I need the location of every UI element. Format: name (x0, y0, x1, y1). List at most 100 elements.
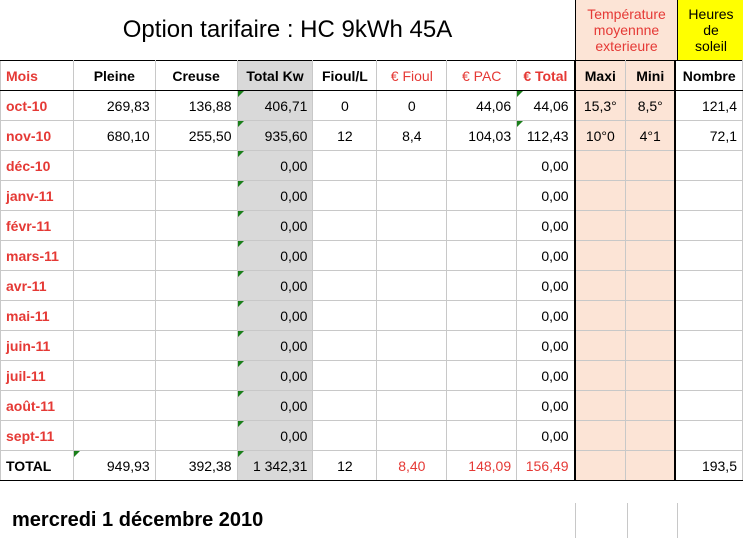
cell-eur-pac[interactable] (446, 330, 518, 361)
cell-maxi[interactable] (573, 270, 627, 301)
cell-fioul-l[interactable]: 12 (312, 450, 378, 481)
cell-creuse[interactable] (154, 420, 238, 451)
cell-creuse[interactable]: 255,50 (154, 120, 238, 151)
cell-mini[interactable] (625, 270, 677, 301)
col-header-total-kw[interactable]: Total Kw (236, 60, 314, 91)
cell-eur-total[interactable]: 0,00 (516, 210, 576, 241)
cell-eur-fioul[interactable]: 8,4 (376, 120, 448, 151)
cell-fioul-l[interactable] (312, 300, 378, 331)
cell-maxi[interactable] (573, 330, 627, 361)
cell-mois[interactable]: juil-11 (0, 360, 74, 391)
cell-fioul-l[interactable]: 12 (312, 120, 378, 151)
cell-nombre[interactable]: 121,4 (674, 90, 743, 121)
cell-eur-total[interactable]: 0,00 (516, 300, 576, 331)
empty-cell[interactable] (575, 503, 627, 538)
cell-eur-pac[interactable] (446, 270, 518, 301)
cell-total-kw[interactable]: 0,00 (236, 390, 314, 421)
cell-eur-fioul[interactable] (376, 210, 448, 241)
cell-total-kw[interactable]: 0,00 (236, 330, 314, 361)
cell-total-kw[interactable]: 1 342,31 (236, 450, 314, 481)
cell-creuse[interactable]: 136,88 (154, 90, 238, 121)
cell-fioul-l[interactable] (312, 360, 378, 391)
cell-nombre[interactable] (674, 390, 743, 421)
cell-creuse[interactable] (154, 270, 238, 301)
cell-eur-fioul[interactable] (376, 330, 448, 361)
col-header-eur-pac[interactable]: € PAC (446, 60, 518, 91)
cell-eur-fioul[interactable] (376, 300, 448, 331)
cell-mini[interactable] (625, 450, 677, 481)
cell-total-kw[interactable]: 406,71 (236, 90, 314, 121)
cell-eur-total[interactable]: 0,00 (516, 330, 576, 361)
cell-nombre[interactable] (674, 210, 743, 241)
cell-fioul-l[interactable]: 0 (312, 90, 378, 121)
cell-mini[interactable] (625, 300, 677, 331)
cell-nombre[interactable] (674, 420, 743, 451)
cell-mois[interactable]: nov-10 (0, 120, 74, 151)
cell-fioul-l[interactable] (312, 150, 378, 181)
cell-maxi[interactable] (573, 390, 627, 421)
cell-eur-total[interactable]: 0,00 (516, 180, 576, 211)
cell-pleine[interactable]: 269,83 (72, 90, 156, 121)
cell-creuse[interactable]: 392,38 (154, 450, 238, 481)
cell-fioul-l[interactable] (312, 390, 378, 421)
col-header-fioul-l[interactable]: Fioul/L (312, 60, 378, 91)
cell-pleine[interactable]: 949,93 (72, 450, 156, 481)
cell-mois[interactable]: déc-10 (0, 150, 74, 181)
cell-eur-pac[interactable] (446, 240, 518, 271)
cell-maxi[interactable]: 10°0 (573, 120, 627, 151)
col-header-mois[interactable]: Mois (0, 60, 74, 91)
cell-nombre[interactable] (674, 240, 743, 271)
cell-eur-total[interactable]: 44,06 (516, 90, 576, 121)
cell-mois[interactable]: févr-11 (0, 210, 74, 241)
cell-mini[interactable] (625, 240, 677, 271)
cell-total-kw[interactable]: 935,60 (236, 120, 314, 151)
cell-mois[interactable]: août-11 (0, 390, 74, 421)
cell-eur-fioul[interactable] (376, 420, 448, 451)
cell-maxi[interactable] (573, 210, 627, 241)
cell-maxi[interactable] (573, 150, 627, 181)
cell-creuse[interactable] (154, 150, 238, 181)
col-header-maxi[interactable]: Maxi (573, 60, 627, 91)
cell-eur-total[interactable]: 0,00 (516, 390, 576, 421)
cell-creuse[interactable] (154, 210, 238, 241)
cell-pleine[interactable] (72, 330, 156, 361)
cell-pleine[interactable] (72, 150, 156, 181)
cell-pleine[interactable]: 680,10 (72, 120, 156, 151)
cell-mini[interactable] (625, 360, 677, 391)
cell-pleine[interactable] (72, 180, 156, 211)
cell-eur-fioul[interactable]: 8,40 (376, 450, 448, 481)
cell-creuse[interactable] (154, 360, 238, 391)
cell-mini[interactable]: 8,5° (625, 90, 677, 121)
cell-total-kw[interactable]: 0,00 (236, 240, 314, 271)
cell-eur-pac[interactable] (446, 210, 518, 241)
cell-fioul-l[interactable] (312, 180, 378, 211)
date-cell[interactable]: mercredi 1 décembre 2010 (12, 509, 264, 531)
col-header-eur-total[interactable]: € Total (516, 60, 576, 91)
cell-maxi[interactable] (573, 240, 627, 271)
cell-mini[interactable] (625, 150, 677, 181)
cell-eur-pac[interactable] (446, 180, 518, 211)
cell-fioul-l[interactable] (312, 330, 378, 361)
cell-nombre[interactable] (674, 300, 743, 331)
cell-total-kw[interactable]: 0,00 (236, 210, 314, 241)
cell-mini[interactable] (625, 210, 677, 241)
cell-eur-pac[interactable]: 104,03 (446, 120, 518, 151)
cell-mois[interactable]: TOTAL (0, 450, 74, 481)
cell-pleine[interactable] (72, 270, 156, 301)
cell-eur-pac[interactable] (446, 300, 518, 331)
cell-pleine[interactable] (72, 300, 156, 331)
col-header-creuse[interactable]: Creuse (154, 60, 238, 91)
cell-nombre[interactable] (674, 330, 743, 361)
cell-maxi[interactable] (573, 180, 627, 211)
cell-mois[interactable]: sept-11 (0, 420, 74, 451)
sheet-title[interactable]: Option tarifaire : HC 9kWh 45A (122, 16, 453, 43)
cell-maxi[interactable] (573, 360, 627, 391)
cell-pleine[interactable] (72, 360, 156, 391)
col-header-mini[interactable]: Mini (625, 60, 677, 91)
cell-mini[interactable] (625, 420, 677, 451)
cell-nombre[interactable]: 72,1 (674, 120, 743, 151)
cell-eur-fioul[interactable] (376, 360, 448, 391)
cell-total-kw[interactable]: 0,00 (236, 420, 314, 451)
cell-mini[interactable] (625, 390, 677, 421)
cell-creuse[interactable] (154, 240, 238, 271)
